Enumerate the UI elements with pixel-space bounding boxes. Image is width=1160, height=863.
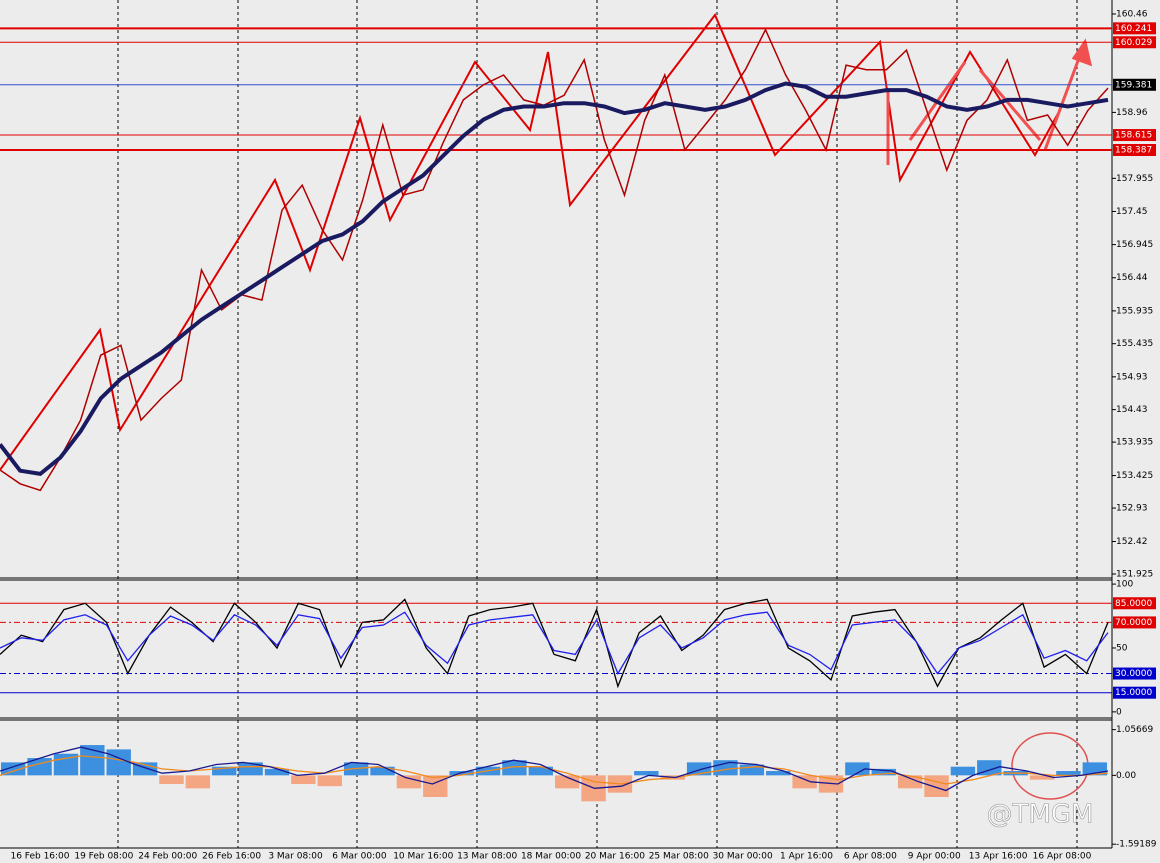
series-line [0, 611, 1109, 675]
histogram-bar [897, 775, 923, 789]
y-tick-label: 157.955 [1116, 174, 1153, 184]
x-tick-label: 6 Apr 08:00 [844, 852, 897, 862]
level-label-box [1113, 143, 1156, 156]
y-tick-label: 153.425 [1116, 471, 1153, 481]
y-tick-label: 0.00 [1116, 771, 1136, 781]
histogram-bar [1056, 771, 1081, 776]
y-tick-label: 155.435 [1116, 339, 1153, 349]
y-tick-label: 1.05669 [1116, 725, 1153, 735]
y-tick-label: 157.45 [1116, 207, 1148, 217]
x-tick-label: 1 Apr 16:00 [780, 852, 833, 862]
histogram-bar [713, 760, 738, 776]
arrow-head [1071, 38, 1093, 67]
histogram-bar [185, 775, 211, 789]
level-label: 160.241 [1115, 24, 1152, 34]
x-tick-label: 13 Apr 16:00 [969, 852, 1028, 862]
level-label-box [1113, 36, 1156, 49]
watermark: @TMGM [987, 800, 1094, 830]
histogram-bar [1029, 775, 1055, 780]
y-tick-label: 160.46 [1116, 9, 1148, 19]
level-label: 30.0000 [1115, 669, 1152, 679]
y-tick-label: 155.935 [1116, 306, 1153, 316]
x-tick-label: 3 Mar 08:00 [268, 852, 323, 862]
level-label: 158.615 [1115, 131, 1152, 141]
histogram-bar [159, 775, 184, 784]
histogram-bar [739, 764, 765, 776]
histogram-bar [423, 775, 448, 797]
level-label-box [1113, 616, 1156, 629]
histogram-bar [950, 766, 976, 776]
y-tick-label: 153.935 [1116, 438, 1153, 448]
histogram-bar [871, 768, 896, 776]
histogram-bar [634, 771, 659, 776]
level-label-box [1113, 686, 1156, 699]
histogram-bar [370, 766, 395, 776]
y-tick-label: 154.93 [1116, 372, 1148, 382]
x-tick-label: 13 Mar 08:00 [457, 852, 517, 862]
arrow [1043, 49, 1084, 151]
x-tick-label: 19 Feb 08:00 [74, 852, 133, 862]
histogram-bar [1, 762, 26, 776]
histogram-bar [792, 775, 817, 789]
histogram-bar [291, 775, 316, 784]
histogram-bar [528, 766, 553, 776]
arrow [978, 69, 1042, 141]
y-tick-label: -1.59189 [1116, 840, 1157, 850]
y-tick-label: 152.42 [1116, 537, 1148, 547]
frame [0, 0, 1113, 849]
y-tick-label: 50 [1116, 643, 1128, 653]
histogram-bar [766, 771, 791, 776]
y-tick-label: 156.945 [1116, 240, 1153, 250]
y-tick-label: 100 [1116, 580, 1133, 590]
y-tick-label: 156.44 [1116, 273, 1148, 283]
histogram-bar [238, 762, 263, 776]
level-label: 160.029 [1115, 38, 1152, 48]
level-label: 159.381 [1115, 80, 1152, 90]
y-tick-label: 158.96 [1116, 108, 1148, 118]
level-label: 158.387 [1115, 145, 1152, 155]
level-label-box [1113, 667, 1156, 680]
level-label-box [1113, 129, 1156, 142]
x-tick-label: 20 Mar 16:00 [585, 852, 645, 862]
series-line [0, 81, 1109, 477]
histogram-bar [555, 775, 580, 789]
x-tick-label: 6 Mar 00:00 [332, 852, 387, 862]
x-tick-label: 30 Mar 00:00 [713, 852, 773, 862]
y-tick-label: 151.925 [1116, 569, 1153, 579]
y-tick-label: 154.43 [1116, 405, 1148, 415]
y-tick-label: 0 [1116, 707, 1122, 717]
x-tick-label: 9 Apr 00:00 [908, 852, 961, 862]
x-tick-label: 18 Mar 00:00 [521, 852, 581, 862]
x-tick-label: 26 Feb 16:00 [202, 852, 261, 862]
series-line [0, 598, 1109, 689]
level-label-box [1113, 597, 1156, 610]
histogram-bar [924, 775, 949, 797]
histogram-bar [845, 762, 870, 776]
x-tick-label: 16 Feb 16:00 [10, 852, 69, 862]
level-label-box [1113, 78, 1156, 91]
histogram-bar [106, 749, 131, 776]
histogram-bar [396, 775, 422, 789]
zigzag [0, 13, 1061, 471]
x-tick-label: 16 Apr 08:00 [1033, 852, 1092, 862]
level-label: 15.0000 [1115, 688, 1152, 698]
histogram-bar [502, 760, 527, 776]
level-label: 70.0000 [1115, 618, 1152, 628]
histogram-bar [317, 775, 342, 787]
level-label: 85.0000 [1115, 599, 1152, 609]
x-tick-label: 25 Mar 08:00 [649, 852, 709, 862]
y-tick-label: 152.93 [1116, 504, 1148, 514]
series-line [0, 755, 1109, 785]
zigzag-annotation [0, 13, 1061, 471]
histogram-bar [212, 766, 237, 776]
x-tick-label: 24 Feb 00:00 [138, 852, 197, 862]
histogram-bar [264, 768, 290, 776]
level-label-box [1113, 22, 1156, 35]
x-tick-label: 10 Mar 16:00 [393, 852, 453, 862]
series-line [0, 27, 1109, 492]
series-line [0, 746, 1109, 792]
